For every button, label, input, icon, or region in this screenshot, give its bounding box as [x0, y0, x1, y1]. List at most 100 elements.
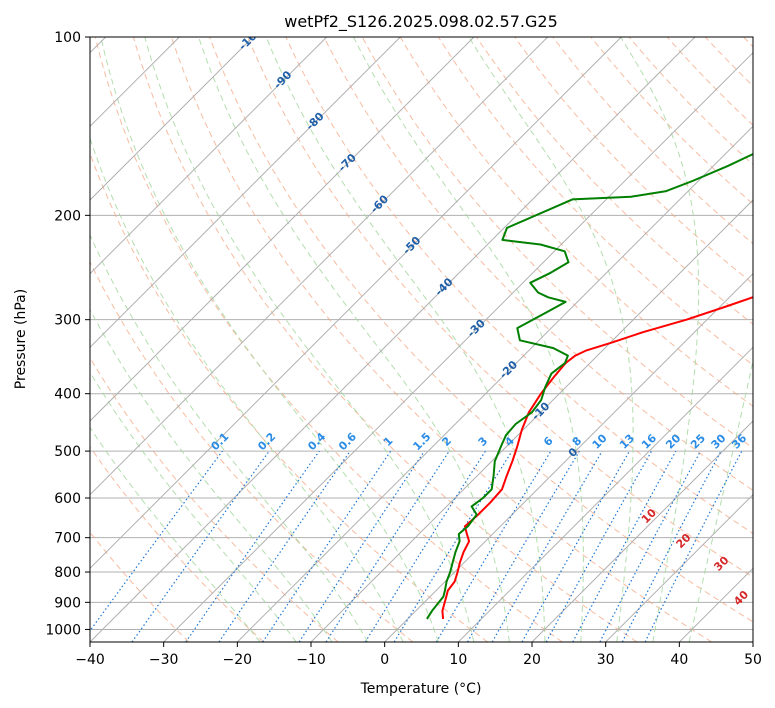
dry-adiabat-line [132, 37, 638, 642]
mixing-ratio-line [262, 450, 392, 642]
isotherm-label: -60 [368, 192, 391, 215]
x-tick-label: 30 [597, 652, 615, 668]
temperature-trace [441, 296, 753, 619]
dry-adiabat-line [476, 37, 753, 325]
mixing-ratio-label: 1 [381, 434, 396, 449]
isotherm-line [605, 493, 753, 642]
dry-adiabat-line [323, 37, 753, 491]
y-tick-label: 700 [54, 531, 81, 547]
mixing-ratio-label: 6 [541, 434, 556, 449]
mixing-ratio-label: 13 [617, 432, 637, 452]
mixing-ratio-label: 2 [439, 434, 454, 449]
moist-adiabat-line [90, 308, 333, 642]
x-tick-label: 10 [449, 652, 467, 668]
isotherm-line [90, 37, 696, 642]
skewed-isotherms [90, 37, 753, 642]
x-tick-label: 40 [670, 652, 688, 668]
mixing-ratio-label: 36 [729, 431, 749, 451]
isotherm-line [90, 37, 475, 422]
y-tick-label: 800 [54, 565, 81, 581]
mixing-ratio-line [435, 450, 552, 642]
moist-adiabat-line [90, 426, 261, 642]
moist-adiabat-line [265, 37, 546, 642]
moist-adiabat-line [90, 371, 297, 642]
mixing-ratio-line [466, 450, 580, 642]
dry-adiabat-line [247, 37, 753, 578]
isotherm-label: -20 [497, 358, 520, 381]
y-tick-label: 100 [54, 30, 81, 46]
isotherm-label: -50 [400, 234, 423, 257]
isotherm-line [531, 420, 753, 642]
dry-adiabat-line [743, 37, 753, 48]
isotherm-line [384, 272, 753, 642]
x-tick-label: 20 [523, 652, 541, 668]
isotherm-line [90, 37, 549, 496]
chart-title: wetPf2_S126.2025.098.02.57.G25 [284, 12, 558, 32]
y-tick-label: 300 [54, 313, 81, 329]
mixing-ratio-line [545, 450, 653, 642]
dry-adiabat-line [399, 37, 753, 407]
moist-adiabat-line [688, 358, 753, 642]
dry-adiabat-line [90, 356, 339, 642]
mixing-ratio-line [393, 450, 513, 642]
moist-adiabat-line [198, 37, 510, 642]
dry-adiabat-line [90, 446, 264, 642]
isotherm-line [457, 346, 753, 642]
dry-adiabat-line [209, 37, 753, 623]
moist-adiabat-line [468, 37, 634, 642]
mixing-ratio-line [218, 450, 351, 642]
pressure-grid [90, 37, 753, 630]
moist-adiabat-line [90, 233, 369, 642]
dry-adiabat-line [171, 37, 712, 642]
isotherm-label: -100 [236, 24, 265, 53]
dry-adiabat-line [90, 260, 414, 642]
isotherm-label: -80 [303, 109, 326, 132]
isotherm-line [90, 37, 622, 570]
moist-adiabat-label: 10 [639, 506, 659, 526]
y-tick-label: 400 [54, 387, 81, 403]
x-tick-label: −10 [296, 652, 326, 668]
moist-adiabat-line [100, 37, 439, 642]
x-tick-label: −40 [75, 652, 105, 668]
mixing-ratio-line [364, 450, 486, 642]
isotherm-line [752, 641, 753, 642]
y-tick-label: 200 [54, 208, 81, 224]
mixing-ratio-line [521, 450, 631, 642]
y-tick-label: 900 [54, 595, 81, 611]
mixing-ratio-line [131, 450, 270, 642]
mixing-ratio-label: 3 [476, 434, 491, 449]
isotherm-line [678, 567, 753, 642]
isotherm-line [90, 37, 401, 349]
isotherm-line [163, 51, 753, 642]
x-axis-label: Temperature (°C) [360, 681, 482, 697]
mixing-ratio-line [325, 450, 450, 642]
dry-adiabat-line [437, 37, 753, 366]
mixing-ratio-line [572, 450, 677, 642]
isotherm-label: -40 [432, 275, 455, 298]
dry-adiabats [90, 37, 753, 642]
dry-adiabat-line [552, 37, 753, 245]
moist-adiabat-label: 40 [731, 588, 751, 608]
isotherm-line [310, 199, 753, 642]
isotherm-label: -70 [336, 151, 359, 174]
moist-adiabat-label: 30 [711, 553, 731, 573]
isotherm-label: -90 [271, 68, 294, 91]
x-tick-label: 0 [380, 652, 389, 668]
sounding-traces [426, 152, 753, 620]
moist-adiabat-line [90, 136, 404, 642]
y-tick-label: 600 [54, 491, 81, 507]
dry-adiabat-line [704, 37, 753, 87]
x-tick-label: 50 [744, 652, 762, 668]
axes: −40 −30 −20 −10 0 10 20 30 40 5010020030040050060… [45, 30, 762, 668]
mixing-ratio-line [185, 450, 320, 642]
isotherm-line [236, 125, 753, 642]
isotherm-line [90, 37, 328, 275]
moist-adiabat-line [144, 37, 475, 642]
background-line-labels: -100-90-80-70-60-50-40-30-20-1000.1 0.2 0.… [208, 24, 751, 608]
dry-adiabat-line [666, 37, 753, 126]
moist-adiabat-line [353, 37, 584, 642]
isotherm-line [90, 37, 254, 201]
mixing-ratio-line [90, 450, 223, 632]
dewpoint-trace [426, 152, 753, 620]
